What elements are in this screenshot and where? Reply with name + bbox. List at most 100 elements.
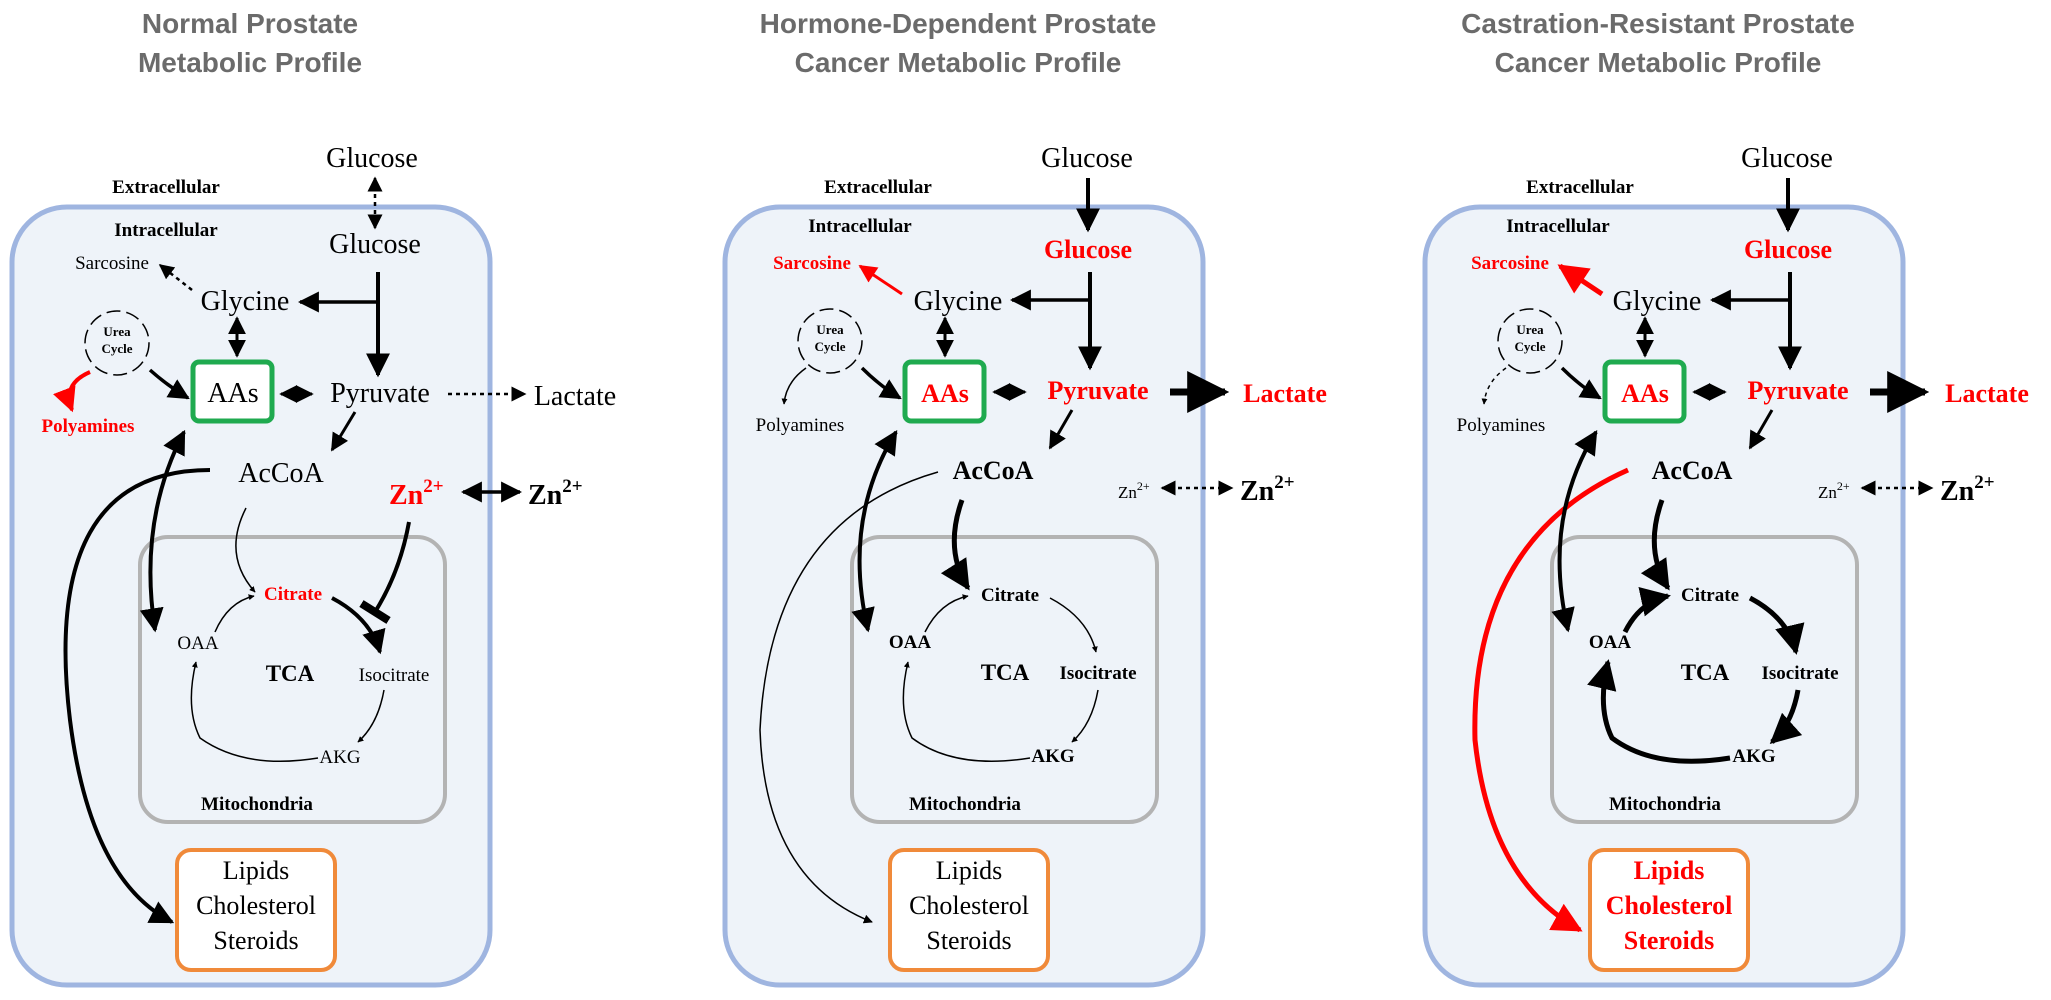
accoa-to-citrate-arrow xyxy=(1640,499,1671,591)
lipids-label: Lipids xyxy=(936,856,1002,885)
lipids-box xyxy=(175,848,337,972)
intracellular-label: Intracellular xyxy=(1506,216,1610,237)
aas-oaa-arrow xyxy=(851,429,898,633)
aas-label: AAs xyxy=(1621,379,1669,408)
urea-cycle-line1: Urea xyxy=(1516,322,1544,337)
accoa-label: AcCoA xyxy=(1652,456,1733,485)
isocitrate-to-akg-arrow xyxy=(1071,689,1099,743)
panel-title-line2: Cancer Metabolic Profile xyxy=(795,47,1122,78)
accoa-label: AcCoA xyxy=(953,456,1034,485)
accoa-to-citrate-arrow xyxy=(940,499,971,591)
urea-to-polyamines-arrow xyxy=(1481,367,1507,405)
intracellular-label: Intracellular xyxy=(114,220,218,241)
isocitrate-to-akg-arrow xyxy=(357,689,385,743)
akg-label: AKG xyxy=(319,747,360,768)
polyamines-label: Polyamines xyxy=(756,415,845,436)
isocitrate-label: Isocitrate xyxy=(1761,663,1838,684)
pyruvate-to-accoa-arrow xyxy=(1748,409,1774,450)
panel-normal: Normal Prostate Metabolic Profile Extrac… xyxy=(9,8,616,988)
aas-oaa-arrow xyxy=(1551,429,1598,633)
glucose-extracellular: Glucose xyxy=(1741,143,1833,174)
cholesterol-label: Cholesterol xyxy=(196,891,316,920)
akg-label: AKG xyxy=(1031,746,1075,767)
mitochondria-box xyxy=(138,535,447,824)
akg-label: AKG xyxy=(1732,746,1776,767)
glycine-to-sarcosine-arrow xyxy=(858,264,903,296)
urea-to-aas-arrow xyxy=(148,368,190,400)
steroids-label: Steroids xyxy=(1624,926,1715,955)
urea-cycle-line2: Cycle xyxy=(1514,339,1545,354)
urea-cycle-line2: Cycle xyxy=(814,339,845,354)
tca-label: TCA xyxy=(1681,660,1730,685)
aas-oaa-arrow xyxy=(139,429,186,633)
oaa-to-citrate-arrow xyxy=(924,594,969,633)
glucose-intracellular: Glucose xyxy=(329,229,421,260)
pyruvate-to-accoa-arrow xyxy=(330,411,357,452)
accoa-to-lipids-arrow xyxy=(1472,467,1630,933)
glucose-intracellular: Glucose xyxy=(1744,235,1832,264)
lipids-box xyxy=(1588,848,1750,972)
urea-cycle-circle xyxy=(797,308,863,374)
lipids-box xyxy=(888,848,1050,972)
sarcosine-label: Sarcosine xyxy=(1471,253,1549,274)
urea-cycle-line1: Urea xyxy=(816,322,844,337)
oaa-label: OAA xyxy=(889,632,932,653)
extracellular-label: Extracellular xyxy=(824,177,932,198)
mitochondria-box xyxy=(1550,535,1859,824)
isocitrate-label: Isocitrate xyxy=(1059,663,1136,684)
panel-castration-resistant: Castration-Resistant Prostate Cancer Met… xyxy=(1422,8,2029,988)
zinc-inhibits-aconitase xyxy=(359,521,411,624)
isocitrate-to-akg-arrow xyxy=(1769,689,1803,745)
urea-to-polyamines-arrow xyxy=(53,370,91,413)
aas-box xyxy=(902,359,987,424)
lactate-label: Lactate xyxy=(1243,379,1327,408)
oaa-to-citrate-arrow xyxy=(214,594,255,633)
tca-label: TCA xyxy=(981,660,1030,685)
glycine-to-sarcosine-arrow xyxy=(1557,263,1604,297)
lipids-label: Lipids xyxy=(1634,856,1705,885)
aas-label: AAs xyxy=(207,378,258,409)
glycine-to-sarcosine-arrow xyxy=(158,264,193,291)
glycine-label: Glycine xyxy=(1613,286,1702,317)
accoa-to-citrate-arrow xyxy=(235,507,256,593)
akg-to-oaa-arrow xyxy=(902,661,1031,762)
citrate-label: Citrate xyxy=(981,585,1039,606)
citrate-to-isocitrate-arrow xyxy=(1748,595,1805,655)
urea-cycle-circle xyxy=(84,310,150,376)
panel-title-line1: Hormone-Dependent Prostate xyxy=(760,8,1157,39)
sarcosine-label: Sarcosine xyxy=(773,253,851,274)
urea-to-aas-arrow xyxy=(860,366,902,400)
aas-label: AAs xyxy=(921,379,969,408)
isocitrate-label: Isocitrate xyxy=(359,665,430,686)
zinc-intracellular: Zn2+ xyxy=(1818,479,1850,502)
citrate-label: Citrate xyxy=(1681,585,1739,606)
mitochondria-label: Mitochondria xyxy=(201,794,313,815)
aas-box xyxy=(1602,359,1687,424)
mitochondria-label: Mitochondria xyxy=(909,794,1021,815)
oaa-label: OAA xyxy=(1589,632,1632,653)
aas-box xyxy=(190,359,275,424)
polyamines-label: Polyamines xyxy=(42,416,135,437)
polyamines-label: Polyamines xyxy=(1457,415,1546,436)
panel-title-line2: Cancer Metabolic Profile xyxy=(1495,47,1822,78)
extracellular-label: Extracellular xyxy=(1526,177,1634,198)
citrate-to-isocitrate-arrow xyxy=(331,596,386,655)
urea-to-aas-arrow xyxy=(1560,366,1602,400)
glucose-intracellular: Glucose xyxy=(1044,235,1132,264)
zinc-intracellular: Zn2+ xyxy=(389,476,444,511)
mitochondria-label: Mitochondria xyxy=(1609,794,1721,815)
zinc-intracellular: Zn2+ xyxy=(1118,479,1150,502)
urea-cycle-line1: Urea xyxy=(103,324,131,339)
zinc-extracellular: Zn2+ xyxy=(1240,472,1295,507)
lactate-label: Lactate xyxy=(1945,379,2029,408)
urea-cycle-line2: Cycle xyxy=(101,341,132,356)
urea-to-polyamines-arrow xyxy=(781,367,807,405)
lipids-label: Lipids xyxy=(223,856,289,885)
oaa-to-citrate-arrow xyxy=(1622,587,1671,634)
steroids-label: Steroids xyxy=(213,926,298,955)
pyruvate-to-accoa-arrow xyxy=(1048,409,1074,450)
lactate-label: Lactate xyxy=(534,381,616,412)
zinc-extracellular: Zn2+ xyxy=(528,476,583,511)
panel-title-line1: Castration-Resistant Prostate xyxy=(1461,8,1855,39)
